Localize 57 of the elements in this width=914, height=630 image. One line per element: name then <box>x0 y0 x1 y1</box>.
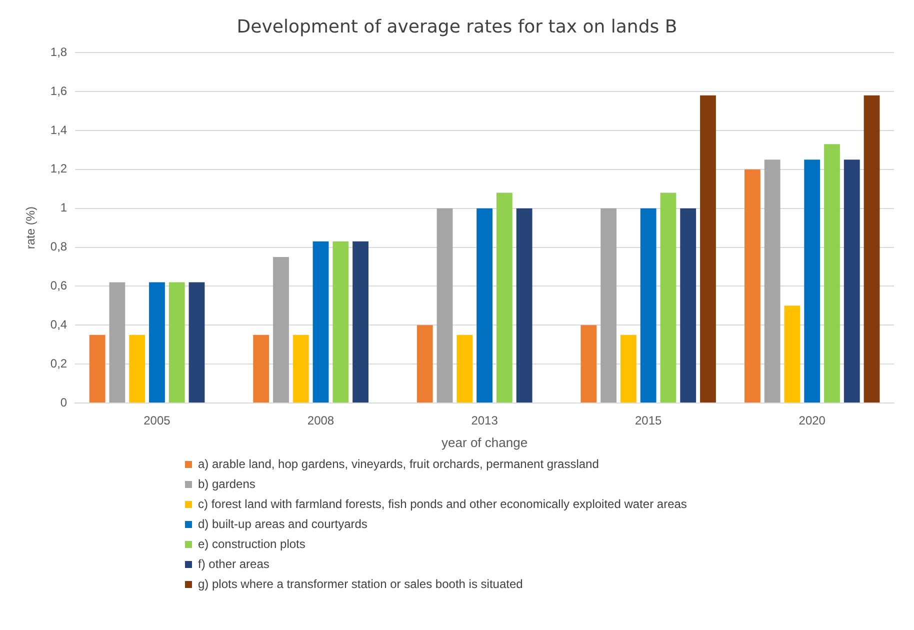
bar <box>89 334 106 402</box>
x-tick-label: 2020 <box>798 414 826 428</box>
legend-label: e) construction plots <box>198 537 306 551</box>
y-tick-label: 1 <box>60 200 68 215</box>
x-tick-label: 2008 <box>307 414 334 428</box>
bar <box>312 241 329 402</box>
x-tick-label: 2005 <box>144 414 171 428</box>
bar <box>292 334 309 402</box>
y-tick-label: 0,8 <box>50 240 68 254</box>
bar <box>109 282 126 402</box>
y-tick-label: 1,4 <box>50 122 68 137</box>
bar <box>496 192 512 402</box>
bar <box>700 95 716 402</box>
y-tick-label: 1,8 <box>50 44 68 59</box>
legend-label: c) forest land with farmland forests, fish ponds and other economically exploited water areas <box>198 497 687 511</box>
legend-label: d) built-up areas and courtyards <box>198 517 368 531</box>
bar <box>600 208 617 402</box>
bar <box>149 282 165 402</box>
bar <box>660 192 676 402</box>
bar <box>804 160 820 402</box>
y-tick-label: 1,6 <box>50 84 68 98</box>
bar <box>436 208 453 402</box>
bar <box>273 257 289 402</box>
legend-label: g) plots where a transformer station or sales booth is situated <box>198 577 523 591</box>
y-tick-label: 0,6 <box>50 278 68 293</box>
legend-label: b) gardens <box>198 477 256 491</box>
y-tick-label: 0,4 <box>50 317 68 332</box>
x-tick-label: 2015 <box>634 414 662 428</box>
bar <box>580 325 597 402</box>
legend-label: f) other areas <box>198 557 270 571</box>
bar <box>188 282 205 402</box>
bar <box>332 241 349 402</box>
y-tick-label: 1,2 <box>50 162 68 176</box>
bar <box>640 208 656 402</box>
bar <box>416 325 433 402</box>
chart-title: Development of average rates for tax on lands B <box>236 16 678 38</box>
x-axis-title: year of change <box>442 434 528 450</box>
bar <box>456 334 473 402</box>
x-tick-label: 2013 <box>471 414 498 428</box>
y-axis-title: rate (%) <box>24 206 38 250</box>
bar <box>476 208 492 402</box>
bar <box>168 282 185 402</box>
bar <box>764 160 780 402</box>
legend-label: a) arable land, hop gardens, vineyards, fruit orchards, permanent grassland <box>198 457 599 471</box>
bar <box>864 95 880 402</box>
bar <box>824 144 840 402</box>
bar <box>253 334 270 402</box>
bar <box>516 208 532 402</box>
bar <box>784 306 800 402</box>
bar <box>620 334 636 402</box>
bar <box>744 169 760 402</box>
y-tick-label: 0,2 <box>50 356 68 370</box>
y-tick-label: 0 <box>60 395 68 410</box>
bar <box>844 160 860 402</box>
bar <box>680 208 696 402</box>
bar <box>129 334 146 402</box>
bar <box>352 241 368 402</box>
